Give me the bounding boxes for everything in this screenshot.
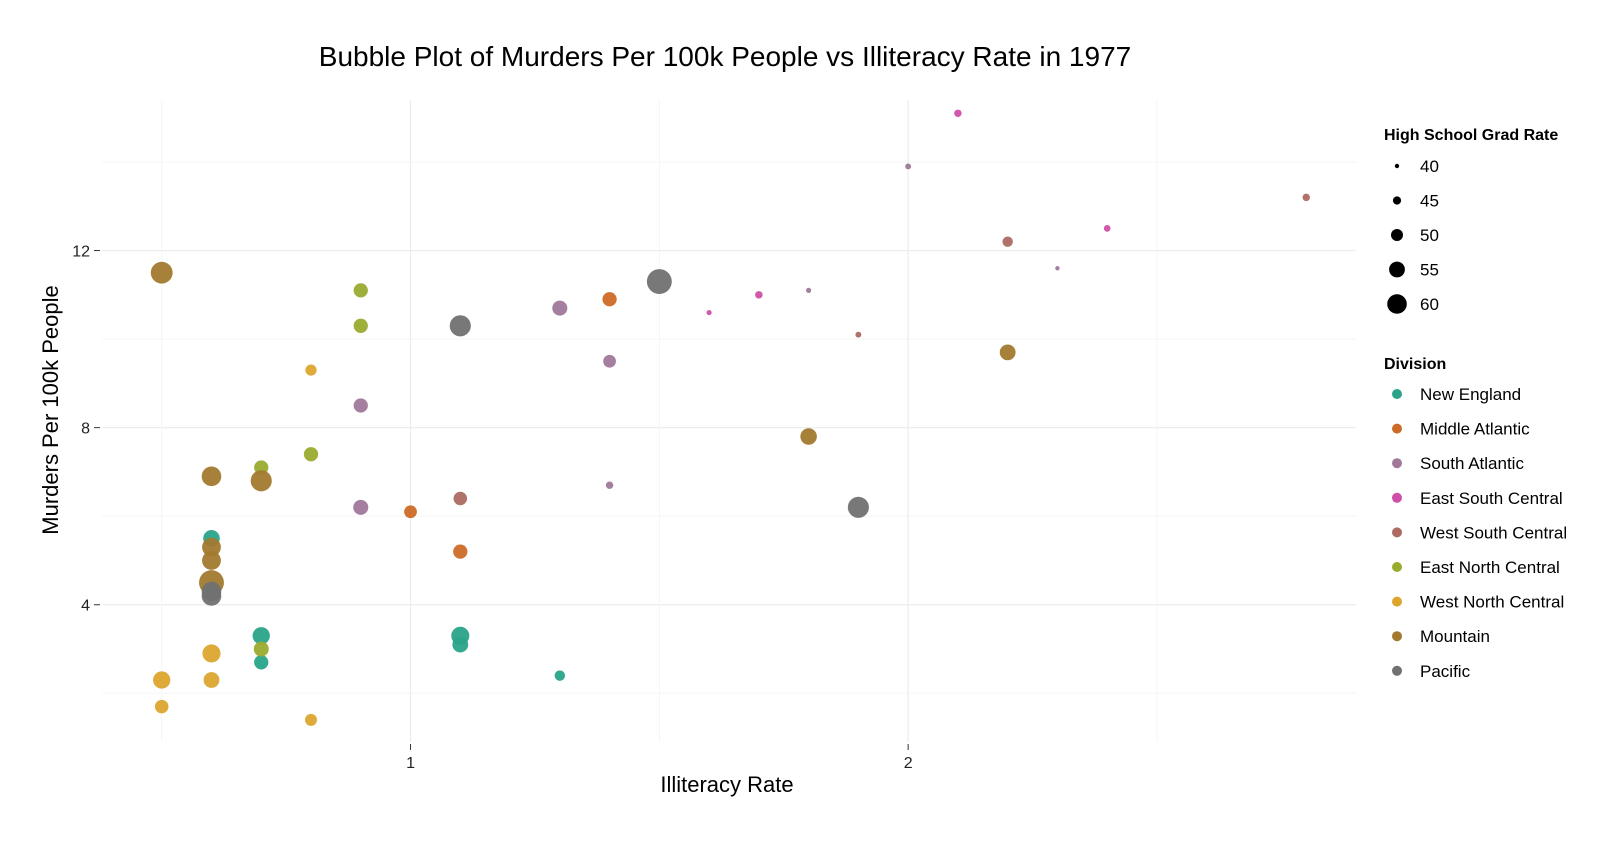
- color-legend-key: [1392, 631, 1402, 642]
- data-point: [305, 364, 317, 376]
- data-point: [855, 331, 862, 338]
- data-point: [1055, 266, 1060, 271]
- color-legend-key: [1392, 562, 1402, 572]
- size-legend-label: 45: [1420, 192, 1439, 211]
- data-point: [806, 287, 812, 293]
- color-legend-key: [1392, 458, 1402, 469]
- data-point: [404, 505, 417, 519]
- y-axis-label: Murders Per 100k People: [38, 285, 63, 534]
- data-point: [353, 398, 368, 413]
- data-point: [603, 354, 616, 368]
- color-legend-key: [1392, 389, 1402, 399]
- data-point: [203, 672, 220, 688]
- color-legend-key: [1392, 492, 1402, 503]
- legend: High School Grad Rate 40 45 50 55 60 Divisio…: [1384, 127, 1567, 681]
- data-point: [150, 261, 173, 284]
- size-legend-key: [1389, 261, 1405, 278]
- data-point: [602, 292, 617, 307]
- color-legend-label: East South Central: [1420, 489, 1563, 508]
- color-legend-label: East North Central: [1420, 558, 1560, 577]
- y-tick-label: 4: [81, 598, 90, 615]
- x-axis-label: Illiteracy Rate: [660, 772, 793, 797]
- data-point: [1002, 236, 1013, 247]
- data-point: [254, 655, 269, 670]
- color-legend-key: [1392, 527, 1402, 538]
- data-point: [706, 309, 712, 316]
- color-legend-label: New England: [1420, 385, 1521, 404]
- x-tick-label: 2: [904, 755, 913, 772]
- data-point: [999, 344, 1016, 361]
- data-point: [154, 699, 169, 714]
- data-point: [449, 315, 471, 337]
- data-point: [552, 300, 568, 316]
- grid-layer: [102, 100, 1356, 742]
- size-legend-key: [1392, 196, 1402, 205]
- color-legend-items: New England Middle Atlantic South Atlantic…: [1392, 385, 1567, 681]
- data-point: [847, 496, 869, 518]
- size-legend-key: [1391, 229, 1403, 241]
- data-point: [453, 544, 468, 559]
- data-point: [305, 713, 317, 726]
- size-legend-items: 40 45 50 55 60: [1387, 157, 1439, 314]
- color-legend-label: Mountain: [1420, 627, 1490, 646]
- data-point: [250, 470, 272, 492]
- data-point: [554, 670, 566, 681]
- data-point: [153, 671, 171, 689]
- data-point: [353, 499, 369, 515]
- size-legend-label: 50: [1420, 226, 1439, 245]
- data-point: [452, 636, 469, 653]
- data-point: [353, 283, 368, 298]
- data-point: [303, 447, 319, 462]
- data-point: [202, 644, 221, 663]
- data-point: [202, 537, 221, 557]
- data-point: [800, 428, 817, 445]
- chart-title: Bubble Plot of Murders Per 100k People v…: [319, 41, 1131, 72]
- size-legend-label: 40: [1420, 157, 1439, 176]
- color-legend-title: Division: [1384, 356, 1446, 373]
- data-point: [755, 291, 763, 299]
- data-point: [252, 627, 270, 645]
- color-legend-key: [1392, 596, 1402, 607]
- data-point: [453, 491, 468, 506]
- data-point: [954, 109, 962, 118]
- data-point: [353, 318, 368, 333]
- data-point: [605, 481, 614, 489]
- data-point: [905, 163, 912, 170]
- points-layer: [150, 109, 1310, 726]
- data-point: [1302, 193, 1310, 202]
- color-legend-label: Middle Atlantic: [1420, 420, 1530, 439]
- size-legend-label: 55: [1420, 261, 1439, 280]
- color-legend-label: West South Central: [1420, 523, 1567, 542]
- y-tick-label: 12: [72, 244, 90, 261]
- color-legend-key: [1392, 423, 1402, 434]
- data-point: [253, 641, 269, 657]
- data-point: [201, 586, 222, 606]
- y-tick-label: 8: [81, 421, 90, 438]
- color-legend-label: Pacific: [1420, 662, 1471, 681]
- size-legend-key: [1394, 163, 1400, 169]
- data-point: [1103, 225, 1111, 232]
- color-legend-label: South Atlantic: [1420, 454, 1524, 473]
- x-tick-label: 1: [406, 755, 415, 772]
- color-legend-key: [1392, 665, 1402, 676]
- data-point: [202, 551, 221, 570]
- data-point: [646, 269, 672, 294]
- size-legend-label: 60: [1420, 295, 1439, 314]
- size-legend-key: [1387, 294, 1407, 314]
- color-legend-label: West North Central: [1420, 593, 1564, 612]
- data-point: [201, 466, 222, 487]
- size-legend-title: High School Grad Rate: [1384, 127, 1558, 144]
